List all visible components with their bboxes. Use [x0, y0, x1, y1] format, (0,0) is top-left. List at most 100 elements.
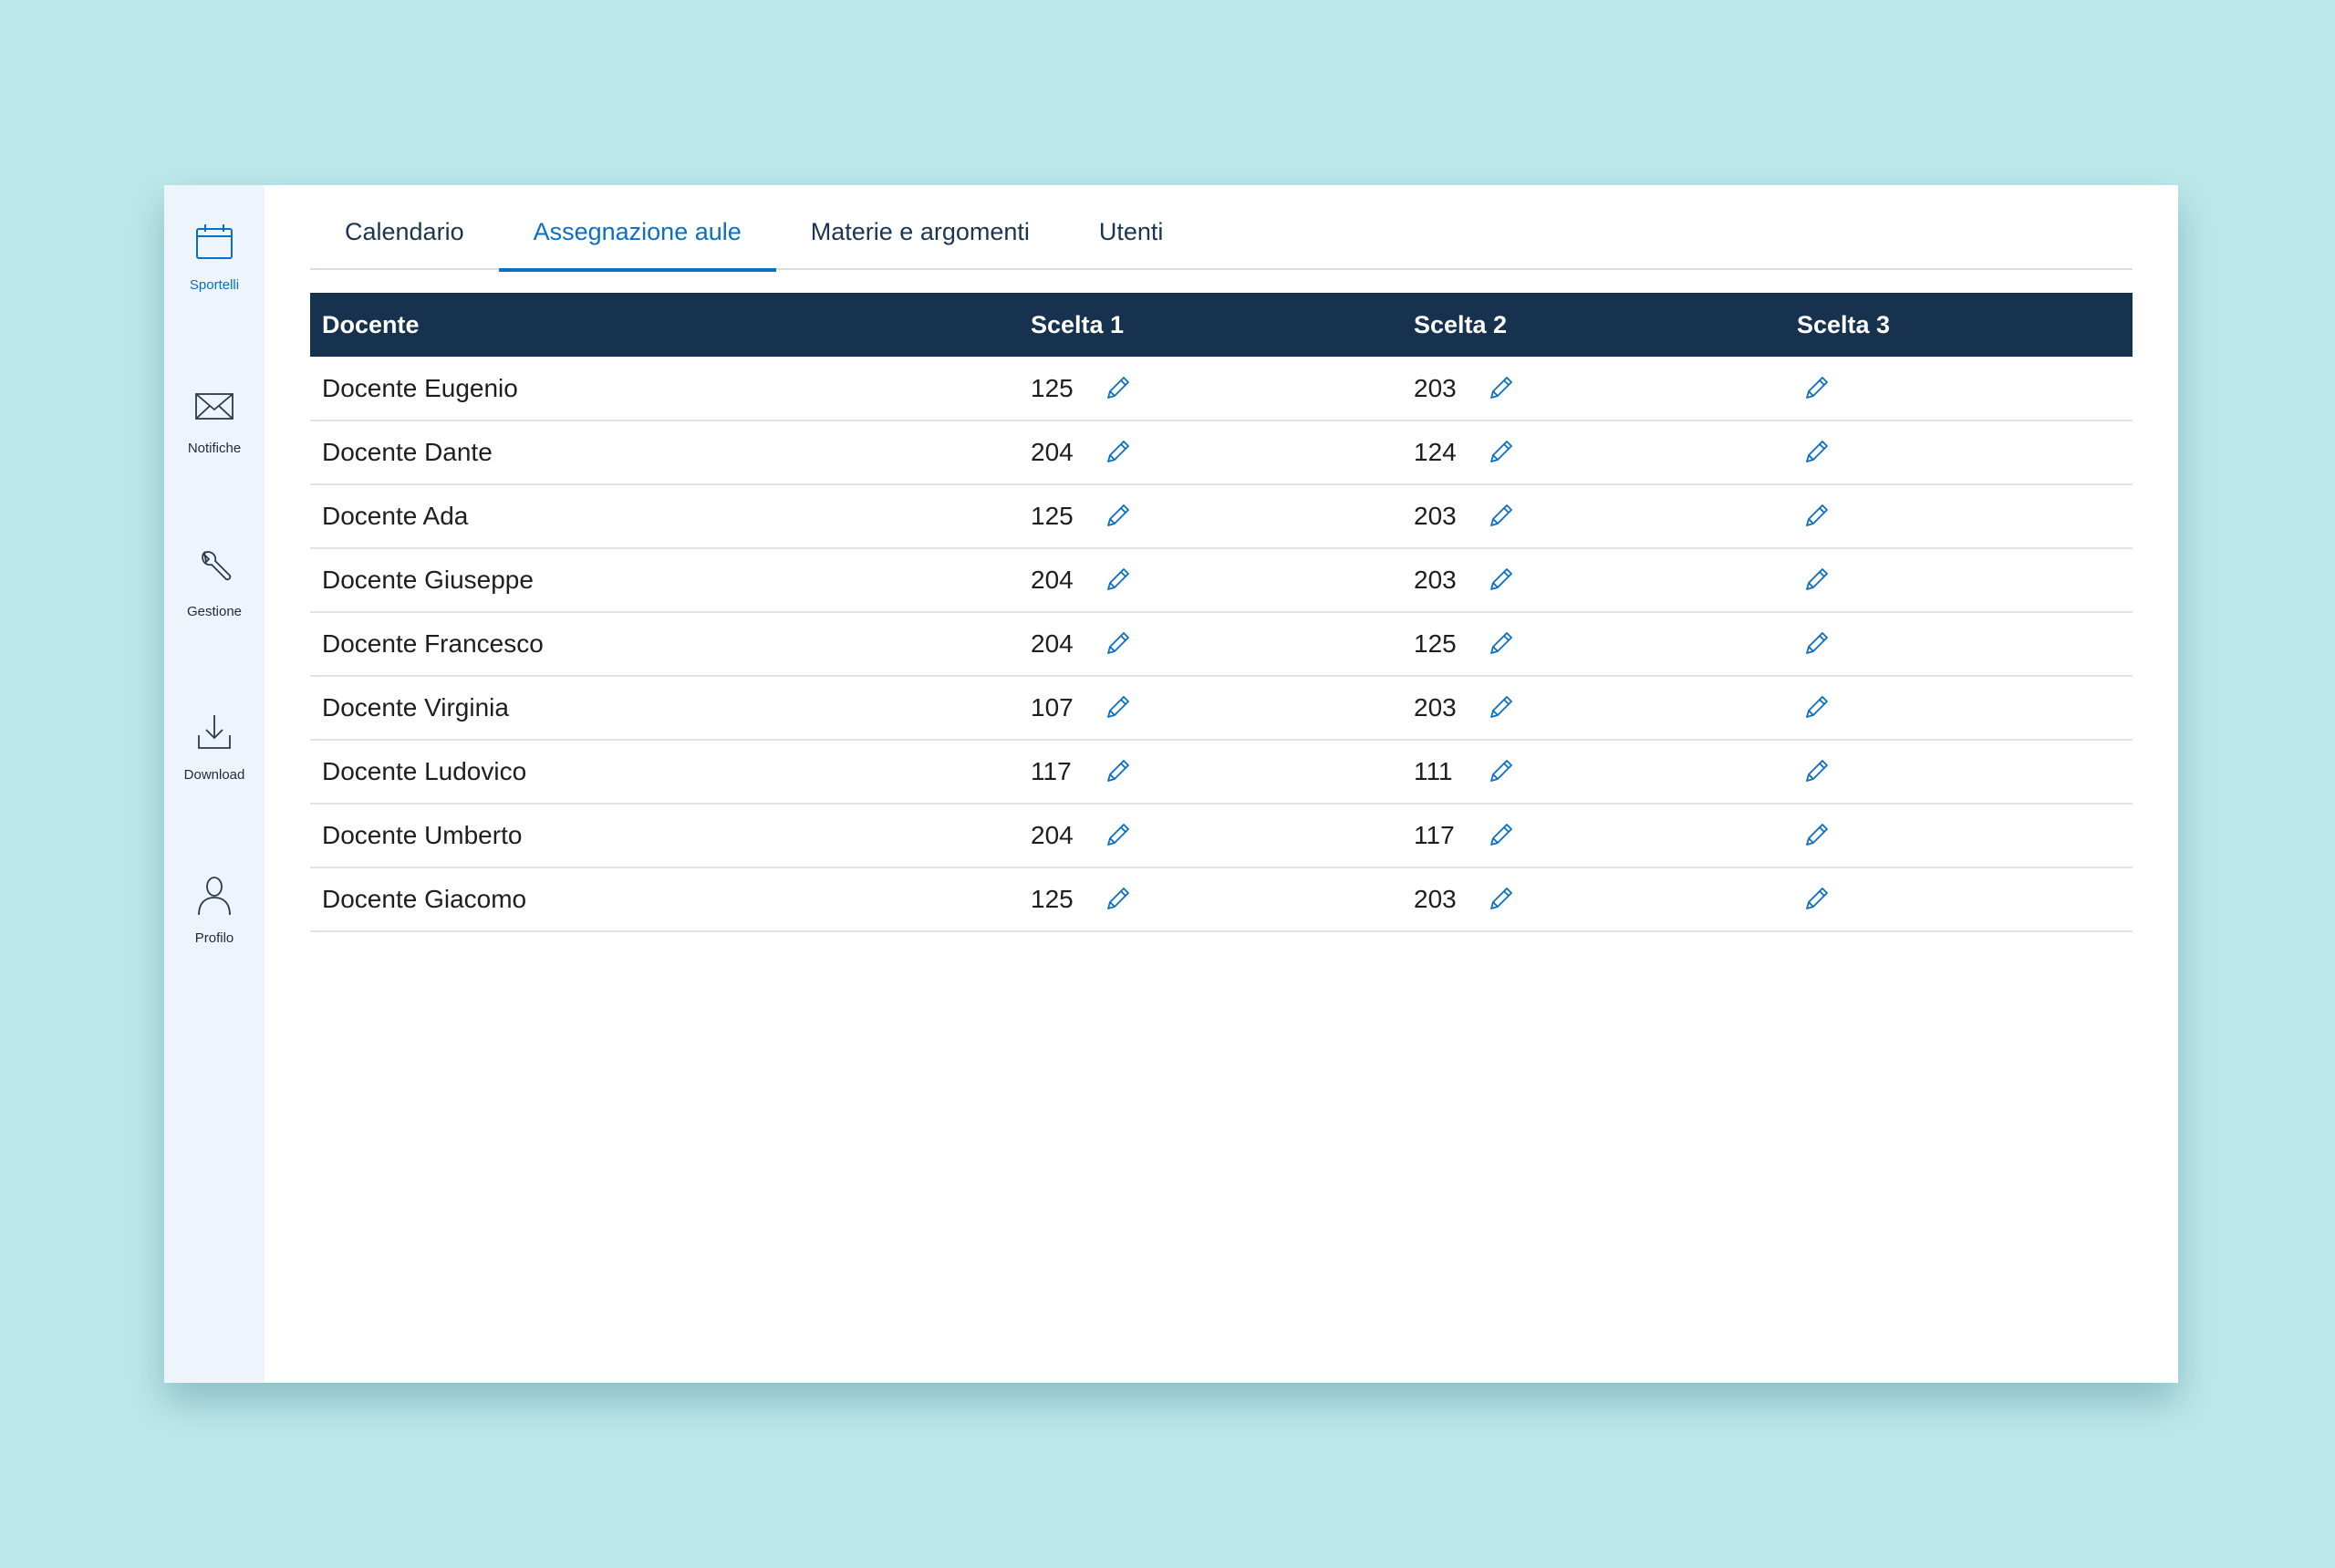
pencil-icon[interactable] [1801, 373, 1832, 404]
column-header-scelta-2: Scelta 2 [1414, 310, 1508, 338]
pencil-icon[interactable] [1102, 692, 1133, 723]
table-row: Docente Ada 125 203 [310, 484, 2133, 548]
sidebar-item-label: Profilo [194, 930, 234, 946]
pencil-icon[interactable] [1801, 628, 1832, 659]
pencil-icon[interactable] [1801, 756, 1832, 787]
scelta-1-cell: 204 [1019, 548, 1402, 612]
pencil-icon[interactable] [1485, 437, 1516, 468]
sidebar-item-sportelli[interactable]: Sportelli [164, 222, 265, 385]
scelta-1-cell: 125 [1019, 357, 1402, 421]
scelta-1-value: 204 [1031, 438, 1074, 466]
docente-cell: Docente Ludovico [322, 757, 527, 785]
scelta-2-cell: 203 [1402, 548, 1785, 612]
docente-cell: Docente Ada [322, 502, 469, 530]
scelta-2-cell: 203 [1402, 357, 1785, 421]
scelta-3-cell [1785, 548, 2133, 612]
scelta-2-cell: 203 [1402, 867, 1785, 931]
tab-assegnazione-aule[interactable]: Assegnazione aule [498, 185, 776, 272]
sidebar-item-label: Notifiche [187, 441, 242, 456]
scelta-1-value: 204 [1031, 821, 1074, 849]
scelta-2-value: 203 [1414, 693, 1457, 722]
wrench-icon [193, 548, 235, 595]
pencil-icon[interactable] [1801, 884, 1832, 915]
pencil-icon[interactable] [1102, 756, 1133, 787]
main-content: Calendario Assegnazione aule Materie e a… [265, 185, 2178, 1383]
scelta-3-cell [1785, 867, 2133, 931]
scelta-2-cell: 117 [1402, 804, 1785, 867]
pencil-icon[interactable] [1102, 565, 1133, 596]
scelta-2-value: 203 [1414, 502, 1457, 530]
pencil-icon[interactable] [1485, 373, 1516, 404]
pencil-icon[interactable] [1485, 692, 1516, 723]
docente-cell: Docente Giacomo [322, 885, 527, 913]
scelta-2-cell: 111 [1402, 740, 1785, 804]
docente-cell: Docente Virginia [322, 693, 509, 722]
pencil-icon[interactable] [1801, 565, 1832, 596]
scelta-1-value: 204 [1031, 629, 1074, 658]
sidebar-item-profilo[interactable]: Profilo [164, 875, 265, 1038]
pencil-icon[interactable] [1485, 820, 1516, 851]
column-header-docente: Docente [322, 310, 420, 338]
pencil-icon[interactable] [1102, 373, 1133, 404]
table-row: Docente Virginia 107 203 [310, 676, 2133, 740]
scelta-1-value: 107 [1031, 693, 1074, 722]
scelta-3-cell [1785, 804, 2133, 867]
scelta-2-value: 203 [1414, 885, 1457, 913]
scelta-2-cell: 203 [1402, 676, 1785, 740]
table-body: Docente Eugenio 125 203 Docente Dante 204 124… [310, 357, 2133, 931]
tab-materie-e-argomenti[interactable]: Materie e argomenti [810, 218, 1030, 245]
table-row: Docente Giuseppe 204 203 [310, 548, 2133, 612]
docente-cell: Docente Eugenio [322, 373, 518, 402]
docente-cell: Docente Dante [322, 438, 493, 466]
pencil-icon[interactable] [1801, 692, 1832, 723]
scelta-1-value: 117 [1031, 757, 1072, 785]
scelta-1-cell: 204 [1019, 804, 1402, 867]
pencil-icon[interactable] [1102, 884, 1133, 915]
pencil-icon[interactable] [1102, 628, 1133, 659]
scelta-3-cell [1785, 421, 2133, 484]
pencil-icon[interactable] [1801, 437, 1832, 468]
scelta-2-cell: 125 [1402, 612, 1785, 676]
sidebar-item-gestione[interactable]: Gestione [164, 548, 265, 711]
tab-calendario[interactable]: Calendario [345, 218, 464, 245]
pencil-icon[interactable] [1485, 628, 1516, 659]
pencil-icon[interactable] [1801, 820, 1832, 851]
scelta-3-cell [1785, 612, 2133, 676]
tab-utenti[interactable]: Utenti [1098, 218, 1164, 245]
user-icon [193, 875, 235, 921]
scelta-3-cell [1785, 676, 2133, 740]
pencil-icon[interactable] [1485, 884, 1516, 915]
scelta-1-cell: 107 [1019, 676, 1402, 740]
pencil-icon[interactable] [1485, 501, 1516, 532]
scelta-2-value: 203 [1414, 566, 1457, 594]
scelta-2-cell: 203 [1402, 484, 1785, 548]
scelta-1-value: 125 [1031, 502, 1074, 530]
scelta-3-cell [1785, 484, 2133, 548]
pencil-icon[interactable] [1102, 820, 1133, 851]
docente-cell: Docente Francesco [322, 629, 544, 658]
sidebar-item-notifiche[interactable]: Notifiche [164, 385, 265, 548]
scelta-2-value: 125 [1414, 629, 1457, 658]
pencil-icon[interactable] [1485, 565, 1516, 596]
pencil-icon[interactable] [1102, 501, 1133, 532]
pencil-icon[interactable] [1485, 756, 1516, 787]
docente-cell: Docente Umberto [322, 821, 523, 849]
scelta-1-value: 125 [1031, 885, 1074, 913]
scelta-2-value: 111 [1414, 757, 1453, 785]
pencil-icon[interactable] [1801, 501, 1832, 532]
scelta-2-cell: 124 [1402, 421, 1785, 484]
table-row: Docente Umberto 204 117 [310, 804, 2133, 867]
pencil-icon[interactable] [1102, 437, 1133, 468]
table-row: Docente Ludovico 117 111 [310, 740, 2133, 804]
scelta-2-value: 117 [1414, 821, 1455, 849]
sidebar-item-download[interactable]: Download [164, 711, 265, 875]
sidebar-item-label: Sportelli [189, 277, 240, 293]
calendar-icon [193, 222, 235, 268]
table-row: Docente Eugenio 125 203 [310, 357, 2133, 421]
table-header-row: Docente Scelta 1 Scelta 2 Scelta 3 [310, 293, 2133, 357]
scelta-1-cell: 125 [1019, 484, 1402, 548]
scelta-1-value: 204 [1031, 566, 1074, 594]
sidebar: Sportelli Notifiche Gestione [164, 185, 265, 1383]
column-header-scelta-3: Scelta 3 [1797, 310, 1891, 338]
column-header-scelta-1: Scelta 1 [1031, 310, 1125, 338]
